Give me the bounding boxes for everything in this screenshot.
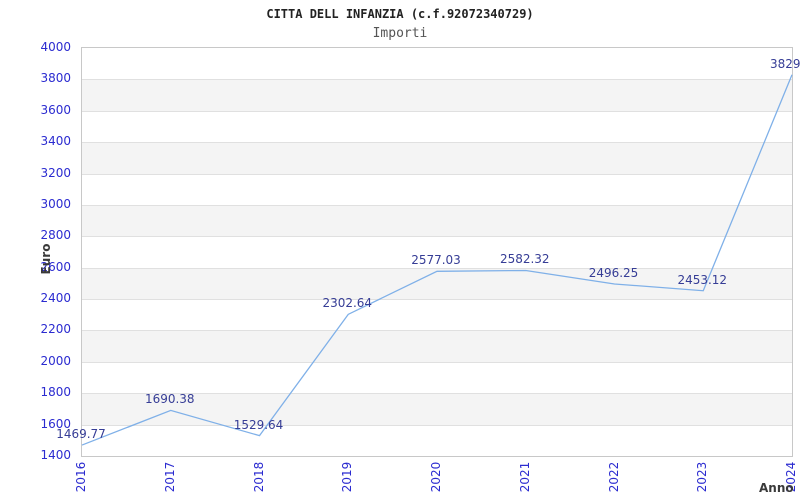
plot-area	[81, 47, 793, 457]
plot-band	[82, 79, 792, 111]
data-point-label: 2577.03	[411, 253, 461, 268]
data-point-label: 1469.77	[56, 427, 106, 442]
y-tick-label: 3200	[40, 165, 71, 180]
gridline	[82, 393, 792, 395]
plot-band	[82, 267, 792, 300]
x-tick-label: 2018	[251, 461, 266, 493]
data-point-label: 1690.38	[144, 392, 195, 407]
y-tick-label: 2800	[40, 228, 71, 243]
y-tick-label: 4000	[40, 40, 71, 54]
gridline	[82, 204, 792, 206]
plot-band	[82, 142, 792, 174]
gridline	[82, 361, 792, 363]
y-tick-label: 3000	[40, 196, 71, 211]
x-tick-label: 2021	[517, 461, 532, 493]
chart-title: CITTA DELL INFANZIA (c.f.92072340729)	[266, 7, 534, 21]
y-axis-title: Euro	[39, 243, 53, 275]
data-point-label: 2302.64	[322, 296, 373, 311]
x-tick-label: 2017	[162, 461, 177, 493]
x-tick-label: 2020	[429, 461, 443, 493]
gridline	[82, 173, 792, 175]
y-tick-label: 2400	[40, 291, 71, 306]
x-tick-label: 2023	[695, 461, 710, 493]
gridline	[82, 79, 792, 81]
plot-band	[82, 204, 792, 237]
y-tick-label: 2200	[40, 322, 71, 337]
y-tick-label: 1800	[40, 385, 71, 400]
data-point-label: 1529.64	[233, 417, 284, 432]
gridline	[82, 299, 792, 301]
gridline	[82, 110, 792, 112]
y-tick-label: 3400	[40, 134, 71, 149]
gridline	[82, 424, 792, 426]
y-tick-label: 2600	[40, 259, 71, 274]
y-tick-label: 3800	[40, 71, 71, 86]
y-tick-label: 1400	[40, 448, 71, 462]
gridline	[82, 142, 792, 144]
chart-subtitle: Importi	[372, 26, 428, 41]
line-series	[81, 74, 793, 446]
y-tick-label: 2000	[40, 353, 71, 368]
y-tick-label: 3600	[40, 102, 71, 117]
x-tick-label: 2019	[340, 461, 355, 493]
data-point-label: 3829.4	[770, 56, 800, 71]
x-axis-title: Anno	[759, 481, 794, 495]
gridline	[82, 236, 792, 238]
x-tick-label: 2016	[74, 461, 88, 493]
gridline	[82, 330, 792, 332]
data-point-label: 2582.32	[499, 252, 550, 267]
x-tick-label: 2022	[606, 461, 621, 493]
y-tick-label: 1600	[40, 416, 71, 431]
data-point-label: 2453.12	[677, 272, 728, 287]
plot-band	[82, 330, 792, 362]
gridline	[82, 267, 792, 269]
data-point-label: 2496.25	[588, 265, 639, 280]
